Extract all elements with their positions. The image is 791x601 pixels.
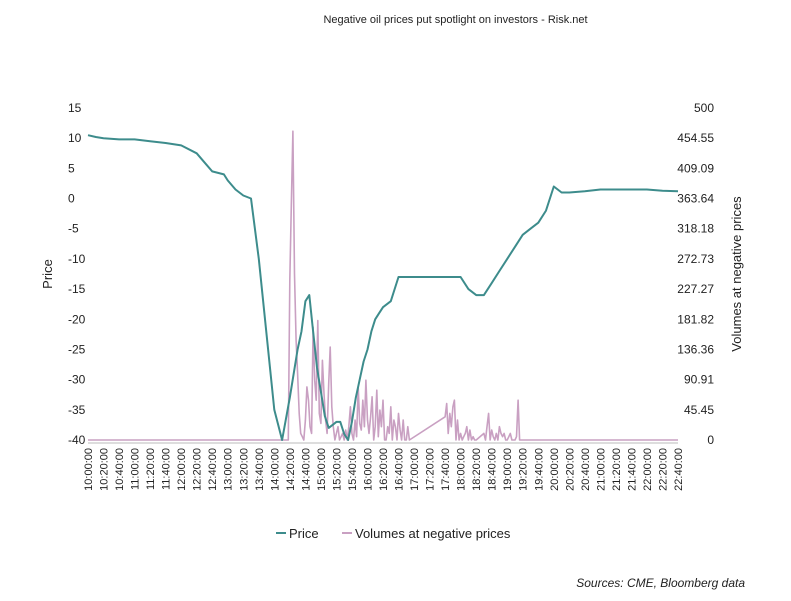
x-tick-label: 12:20:00 [192, 448, 204, 491]
x-tick-label: 10:40:00 [114, 448, 126, 491]
y2-tick-label: 0 [707, 433, 714, 447]
x-tick-label: 19:00:00 [502, 448, 514, 491]
x-tick-label: 13:00:00 [223, 448, 235, 491]
x-tick-label: 13:40:00 [254, 448, 266, 491]
x-tick-label: 22:40:00 [673, 448, 685, 491]
y2-tick-label: 227.27 [677, 282, 714, 296]
x-tick-label: 11:00:00 [130, 448, 142, 490]
y-tick-label: -40 [68, 433, 86, 447]
legend-price: Price [289, 526, 319, 541]
y2-tick-label: 45.45 [684, 403, 714, 417]
x-tick-label: 20:20:00 [564, 448, 576, 491]
x-tick-label: 12:00:00 [176, 448, 188, 491]
source-note: Sources: CME, Bloomberg data [576, 576, 745, 590]
y2-tick-label: 454.55 [677, 131, 714, 145]
series-price-line [87, 134, 679, 441]
y-tick-label: -20 [68, 312, 86, 326]
x-tick-label: 11:20:00 [145, 448, 157, 490]
y2-axis-title: Volumes at negative prices [729, 196, 744, 352]
x-tick-label: 15:20:00 [331, 448, 343, 491]
x-tick-label: 14:00:00 [269, 448, 281, 491]
y-tick-label: -15 [68, 282, 86, 296]
x-tick-label: 10:20:00 [99, 448, 111, 491]
y-tick-label: 5 [68, 161, 75, 175]
x-tick-label: 21:20:00 [611, 448, 623, 491]
x-tick-label: 12:40:00 [207, 448, 219, 491]
x-tick-label: 20:00:00 [549, 448, 561, 491]
x-tick-label: 16:00:00 [362, 448, 374, 491]
x-tick-label: 22:20:00 [657, 448, 669, 491]
x-tick-label: 20:40:00 [580, 448, 592, 491]
y2-tick-label: 272.73 [677, 252, 714, 266]
y-axis-title: Price [40, 259, 55, 289]
series-volumes-line [88, 130, 678, 441]
y-tick-label: -10 [68, 252, 86, 266]
x-tick-label: 14:20:00 [285, 448, 297, 491]
y-tick-label: -35 [68, 403, 86, 417]
y2-tick-label: 363.64 [677, 192, 714, 206]
x-tick-label: 15:40:00 [347, 448, 359, 491]
x-tick-label: 10:00:00 [83, 448, 95, 491]
x-tick-label: 18:40:00 [487, 448, 499, 491]
y2-tick-label: 409.09 [677, 161, 714, 175]
x-tick-label: 21:40:00 [626, 448, 638, 491]
y-tick-label: 0 [68, 192, 75, 206]
x-tick-label: 19:40:00 [533, 448, 545, 491]
x-tick-label: 16:40:00 [394, 448, 406, 491]
x-tick-label: 13:20:00 [238, 448, 250, 491]
x-tick-label: 11:40:00 [161, 448, 173, 490]
y2-tick-label: 136.36 [677, 342, 714, 356]
x-tick-label: 18:20:00 [471, 448, 483, 491]
y2-tick-label: 318.18 [677, 222, 714, 236]
y-tick-label: -25 [68, 342, 86, 356]
x-tick-label: 22:00:00 [642, 448, 654, 491]
x-tick-label: 19:20:00 [518, 448, 530, 491]
legend-volumes: Volumes at negative prices [355, 526, 511, 541]
x-tick-label: 16:20:00 [378, 448, 390, 491]
x-tick-label: 14:40:00 [300, 448, 312, 491]
x-tick-label: 21:00:00 [595, 448, 607, 491]
x-tick-label: 18:00:00 [456, 448, 468, 491]
y-tick-label: -30 [68, 373, 86, 387]
y2-tick-label: 181.82 [677, 312, 714, 326]
x-tick-label: 17:40:00 [440, 448, 452, 491]
x-tick-label: 17:20:00 [425, 448, 437, 491]
x-tick-label: 15:00:00 [316, 448, 328, 491]
y-tick-label: 10 [68, 131, 82, 145]
y-tick-label: 15 [68, 101, 82, 115]
y-tick-label: -5 [68, 222, 79, 236]
y2-tick-label: 500 [694, 101, 714, 115]
x-tick-label: 17:00:00 [409, 448, 421, 491]
chart-title: Negative oil prices put spotlight on inv… [323, 14, 588, 26]
y2-tick-label: 90.91 [684, 373, 714, 387]
